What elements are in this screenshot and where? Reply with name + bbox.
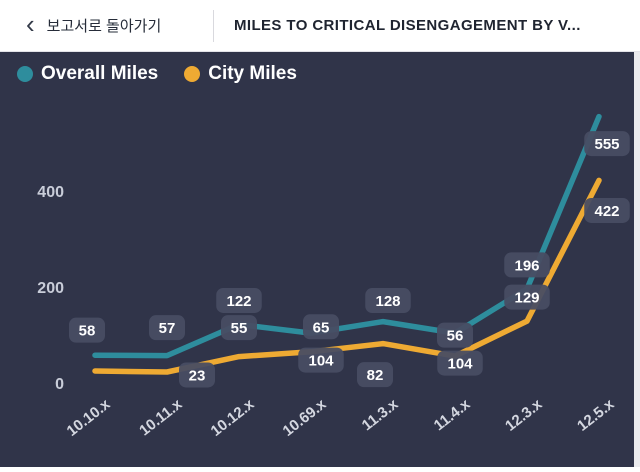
page-title: MILES TO CRITICAL DISENGAGEMENT BY V...	[234, 17, 581, 34]
legend-label: City Miles	[208, 63, 297, 84]
svg-text:58: 58	[79, 323, 96, 340]
x-axis-tick: 10.69.x	[280, 395, 330, 440]
chart-panel: Overall Miles City Miles 0 200 400 10.10.x 1…	[0, 52, 634, 467]
svg-text:196: 196	[514, 257, 539, 274]
svg-text:65: 65	[313, 319, 330, 336]
svg-text:23: 23	[189, 367, 206, 384]
data-label-badge: 422	[584, 197, 630, 223]
legend-label: Overall Miles	[41, 63, 159, 84]
legend-item-city-miles[interactable]: City Miles	[184, 63, 297, 85]
data-label-badge: 104	[298, 347, 344, 373]
data-label-badge: 196	[504, 252, 550, 278]
svg-text:128: 128	[375, 293, 400, 310]
x-axis-tick: 12.5.x	[574, 395, 618, 434]
svg-text:104: 104	[308, 353, 334, 370]
top-bar: ‹ 보고서로 돌아가기 MILES TO CRITICAL DISENGAGEM…	[0, 0, 640, 52]
scrollbar[interactable]	[634, 52, 640, 467]
x-axis-tick: 10.11.x	[136, 395, 186, 439]
back-to-report-button[interactable]: ‹ 보고서로 돌아가기	[0, 8, 213, 39]
data-label-badge: 122	[216, 287, 262, 313]
data-label-badge: 57	[149, 315, 185, 341]
legend-dot-teal	[17, 66, 33, 82]
data-label-badge: 82	[357, 362, 393, 388]
svg-text:129: 129	[514, 290, 539, 307]
x-axis-tick: 10.12.x	[208, 395, 258, 440]
svg-text:422: 422	[594, 203, 619, 220]
data-label-badge: 23	[179, 362, 215, 388]
svg-text:104: 104	[447, 356, 473, 373]
x-axis-tick: 12.3.x	[502, 395, 546, 434]
data-label-badge: 555	[584, 131, 630, 157]
back-to-report-label: 보고서로 돌아가기	[46, 18, 162, 35]
svg-text:82: 82	[367, 367, 384, 384]
chevron-left-icon: ‹	[26, 8, 35, 39]
svg-text:55: 55	[231, 320, 248, 337]
svg-text:57: 57	[159, 320, 176, 337]
y-axis-tick: 0	[55, 376, 64, 393]
x-axis-tick: 10.10.x	[64, 395, 114, 440]
data-label-badge: 128	[365, 288, 411, 314]
x-axis-tick: 11.4.x	[431, 395, 474, 434]
data-label-badge: 56	[437, 322, 473, 348]
legend-item-overall-miles[interactable]: Overall Miles	[17, 63, 158, 85]
data-label-badge: 104	[437, 350, 483, 376]
data-label-badge: 55	[221, 315, 257, 341]
data-label-badge: 58	[69, 317, 105, 343]
y-axis-tick: 400	[37, 184, 64, 201]
svg-text:555: 555	[594, 136, 619, 153]
x-axis-tick: 11.3.x	[359, 395, 402, 434]
data-label-badge: 129	[504, 284, 550, 310]
chart-legend: Overall Miles City Miles	[17, 63, 297, 85]
legend-dot-orange	[184, 66, 201, 82]
line-chart[interactable]: 0 200 400 10.10.x 10.11.x 10.12.x 10.69.x 11.3.…	[0, 52, 634, 467]
y-axis-tick: 200	[37, 280, 64, 297]
svg-text:56: 56	[447, 328, 464, 345]
topbar-divider	[213, 9, 214, 42]
svg-text:122: 122	[226, 293, 251, 310]
data-label-badge: 65	[303, 314, 339, 340]
